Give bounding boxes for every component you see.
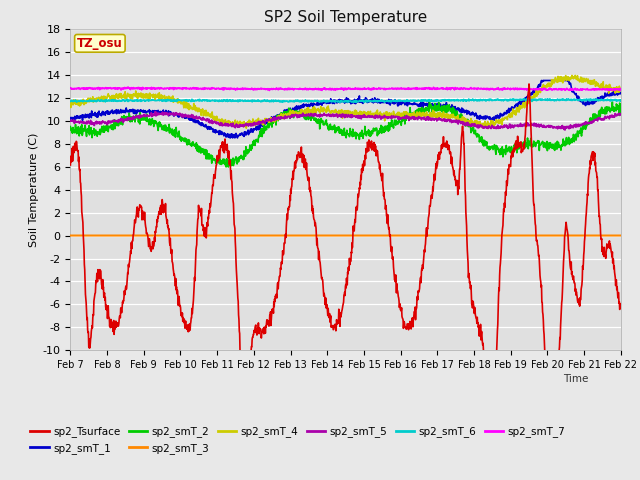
Text: TZ_osu: TZ_osu [77, 37, 123, 50]
Legend: sp2_Tsurface, sp2_smT_1, sp2_smT_2, sp2_smT_3, sp2_smT_4, sp2_smT_5, sp2_smT_6, : sp2_Tsurface, sp2_smT_1, sp2_smT_2, sp2_… [26, 422, 570, 458]
Text: Time: Time [563, 373, 589, 384]
Title: SP2 Soil Temperature: SP2 Soil Temperature [264, 10, 428, 25]
Y-axis label: Soil Temperature (C): Soil Temperature (C) [29, 132, 38, 247]
